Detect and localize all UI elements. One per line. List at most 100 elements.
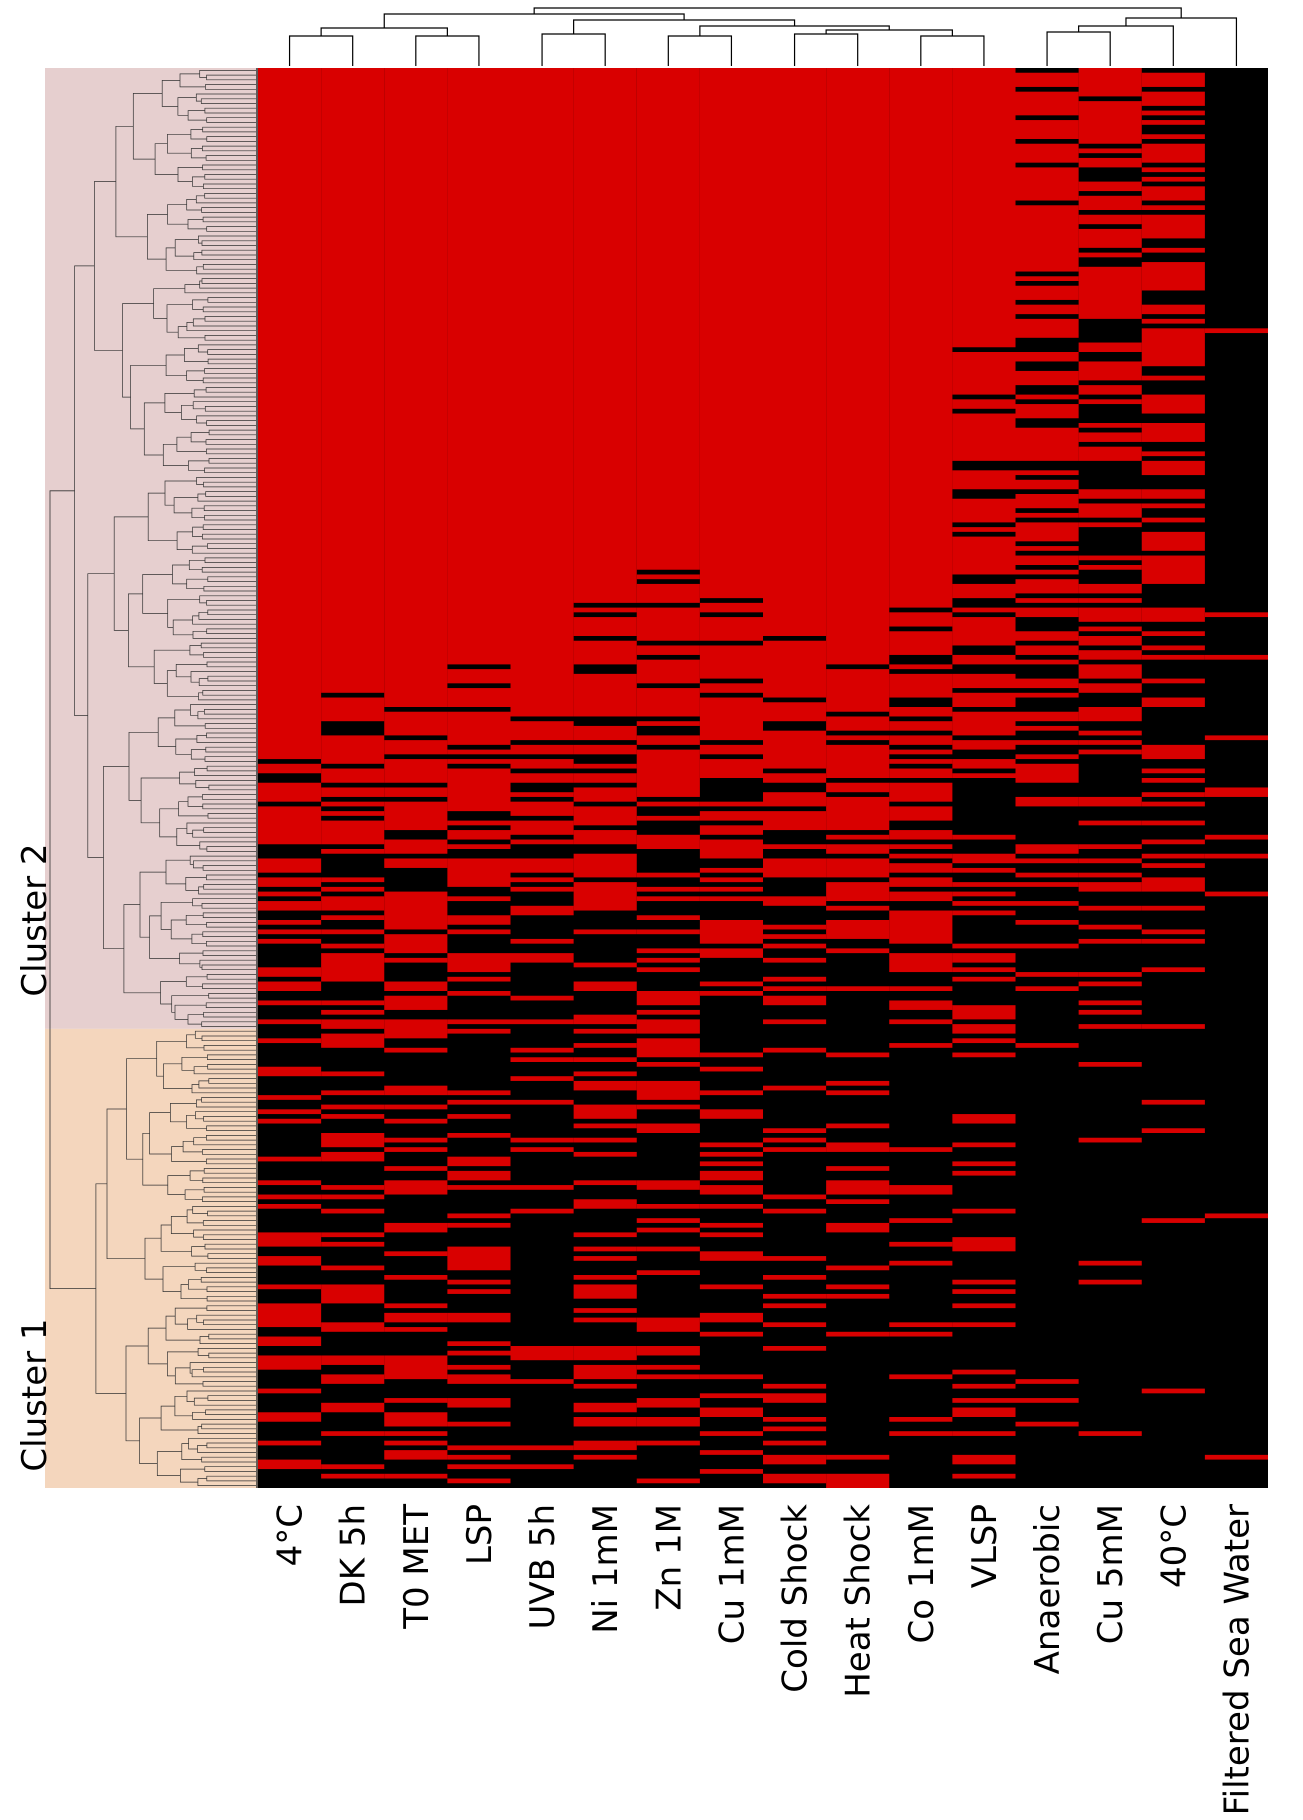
heatmap-cell xyxy=(1078,740,1142,745)
heatmap-cell xyxy=(384,1118,448,1124)
heatmap-cell xyxy=(510,1445,574,1451)
heatmap-cell xyxy=(889,830,953,840)
heatmap-cell xyxy=(763,68,827,636)
heatmap-cell xyxy=(1015,659,1079,665)
heatmap-cell xyxy=(699,1222,764,1228)
heatmap-cell xyxy=(1015,569,1079,575)
heatmap-cell xyxy=(573,853,637,878)
heatmap-cell xyxy=(636,896,700,902)
heatmap-cell xyxy=(1078,446,1142,461)
heatmap-cell xyxy=(1015,318,1079,338)
heatmap-cell xyxy=(826,920,890,939)
heatmap-cell xyxy=(699,1204,764,1209)
heatmap-cell xyxy=(952,711,1016,736)
heatmap-cell xyxy=(384,1431,448,1436)
row-dendrogram-branch xyxy=(187,110,207,121)
row-dendrogram-branch xyxy=(206,226,256,232)
row-dendrogram-branch xyxy=(203,1011,256,1018)
column-dendrogram-branch xyxy=(383,13,685,28)
heatmap-cell xyxy=(384,759,448,783)
heatmap-cell xyxy=(384,858,448,868)
row-dendrogram-branch xyxy=(203,585,256,592)
row-dendrogram-branch xyxy=(175,738,197,755)
heatmap-cell xyxy=(699,1161,764,1167)
heatmap-cell xyxy=(573,806,637,826)
heatmap-cell xyxy=(1141,839,1205,845)
heatmap-cell xyxy=(889,806,953,821)
heatmap-cell xyxy=(1141,517,1205,523)
heatmap-cell xyxy=(636,735,700,745)
heatmap-cell xyxy=(826,796,890,831)
heatmap-cell xyxy=(1141,645,1205,651)
heatmap-cell xyxy=(258,1019,322,1025)
heatmap-cell xyxy=(258,1459,322,1470)
row-dendrogram-branch xyxy=(132,93,163,160)
heatmap-cell xyxy=(826,669,890,712)
heatmap-cell xyxy=(1141,318,1205,324)
heatmap-cell xyxy=(510,886,574,892)
heatmap-cell xyxy=(952,901,1016,906)
heatmap-cell xyxy=(573,962,637,968)
heatmap-cell xyxy=(699,1407,764,1417)
heatmap-cell xyxy=(699,68,764,599)
heatmap-cell xyxy=(1015,740,1079,745)
heatmap-cell xyxy=(889,1322,953,1328)
heatmap-cell xyxy=(321,735,385,764)
heatmap-cell xyxy=(321,1033,385,1048)
heatmap-cell xyxy=(321,1322,385,1332)
heatmap-cell xyxy=(1078,522,1142,528)
heatmap-cell xyxy=(952,1303,1016,1309)
heatmap-cell xyxy=(699,1284,764,1290)
heatmap-cell xyxy=(889,1019,953,1025)
heatmap-cell xyxy=(826,782,890,793)
heatmap-cell xyxy=(447,1398,511,1408)
row-dendrogram-branch xyxy=(174,1307,207,1325)
heatmap-cell xyxy=(447,1341,511,1346)
heatmap-cell xyxy=(952,853,1016,864)
heatmap-cell xyxy=(1015,972,1079,977)
heatmap-cell xyxy=(1015,404,1079,419)
heatmap-cell xyxy=(573,773,637,783)
heatmap-cell xyxy=(1015,678,1079,689)
heatmap-cell xyxy=(1015,872,1079,878)
heatmap-cell xyxy=(384,1222,448,1233)
heatmap-cell xyxy=(889,735,953,745)
row-dendrogram-branch xyxy=(206,1125,256,1131)
heatmap-cell xyxy=(510,1057,574,1062)
heatmap-cell xyxy=(763,896,827,906)
heatmap-cell xyxy=(763,1426,827,1432)
heatmap-cell xyxy=(636,607,700,641)
heatmap-cell xyxy=(384,981,448,991)
heatmap-cell xyxy=(699,683,764,693)
heatmap-cell xyxy=(889,1260,953,1266)
column-label: 40°C xyxy=(1154,1504,1194,1588)
heatmap-cell xyxy=(1078,252,1142,258)
heatmap-cell xyxy=(952,673,1016,689)
column-label: UVB 5h xyxy=(523,1504,563,1629)
row-dendrogram-branch xyxy=(204,514,256,521)
heatmap-cell xyxy=(1141,820,1205,826)
heatmap-cell xyxy=(1015,986,1079,991)
heatmap-cell xyxy=(321,1402,385,1413)
heatmap-cell xyxy=(510,1464,574,1470)
heatmap-cell xyxy=(699,920,764,944)
heatmap-cell xyxy=(1078,924,1142,930)
heatmap-cell xyxy=(699,1374,764,1380)
heatmap-cell xyxy=(826,1166,890,1171)
heatmap-cell xyxy=(1204,891,1269,897)
heatmap-cell xyxy=(952,1208,1016,1214)
heatmap-cell xyxy=(447,669,511,684)
heatmap-cell xyxy=(1078,385,1142,395)
heatmap-cell xyxy=(447,1222,511,1228)
heatmap-cell xyxy=(763,1194,827,1200)
heatmap-cell xyxy=(826,1331,890,1337)
heatmap-cell xyxy=(573,725,637,741)
heatmap-cell xyxy=(952,1279,1016,1285)
heatmap-cell xyxy=(763,1137,827,1143)
heatmap-cell xyxy=(573,1275,637,1280)
heatmap-cell xyxy=(1204,834,1269,840)
heatmap-cell xyxy=(447,1454,511,1460)
heatmap-cell xyxy=(384,1327,448,1332)
heatmap-cell xyxy=(321,915,385,920)
heatmap-cell xyxy=(1078,1062,1142,1067)
